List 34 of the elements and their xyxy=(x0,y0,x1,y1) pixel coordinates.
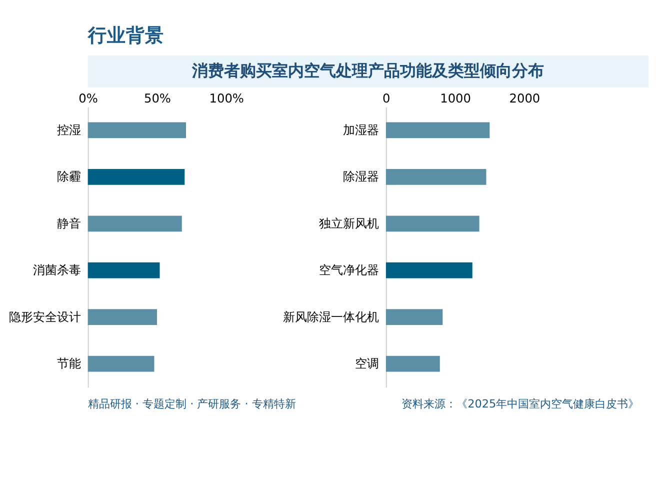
bar xyxy=(386,216,480,232)
bar xyxy=(88,262,160,278)
x-tick-label: 1000 xyxy=(440,92,471,106)
text: 精品研报 · 专题定制 · 产研服务 · 专精特新 xyxy=(88,398,296,411)
x-tick-label: 50% xyxy=(144,92,171,106)
y-tick-label: 隐形安全设计 xyxy=(8,310,81,324)
bar xyxy=(386,168,486,185)
y-tick-label: 新风除湿一体化机 xyxy=(282,310,379,324)
bar xyxy=(386,122,490,138)
y-tick-label: 控湿 xyxy=(56,122,81,137)
bar xyxy=(386,356,440,372)
bar xyxy=(386,262,472,278)
text: 资料来源：《2025年中国室内空气健康白皮书》 xyxy=(402,398,640,411)
bar xyxy=(386,309,443,326)
bar xyxy=(88,122,186,138)
y-tick-label: 节能 xyxy=(56,356,81,371)
y-tick-label: 空调 xyxy=(354,356,379,371)
y-tick-label: 消菌杀毒 xyxy=(32,263,81,278)
x-tick-label: 100% xyxy=(209,92,244,106)
y-tick-label: 除霾 xyxy=(56,170,81,184)
bar xyxy=(88,168,185,185)
y-tick-label: 加湿器 xyxy=(342,122,379,137)
y-tick-label: 空气净化器 xyxy=(318,263,379,278)
text: 行业背景 xyxy=(86,24,164,46)
y-tick-label: 静音 xyxy=(56,216,81,230)
y-tick-label: 除湿器 xyxy=(342,170,379,184)
x-tick-label: 0% xyxy=(78,92,98,106)
bar xyxy=(88,309,157,326)
x-tick-label: 2000 xyxy=(509,92,540,106)
bar xyxy=(88,356,154,372)
y-tick-label: 独立新风机 xyxy=(318,216,379,230)
bar xyxy=(88,216,182,232)
text: 消费者购买室内空气处理产品功能及类型倾向分布 xyxy=(191,60,544,80)
x-tick-label: 0 xyxy=(382,92,390,106)
